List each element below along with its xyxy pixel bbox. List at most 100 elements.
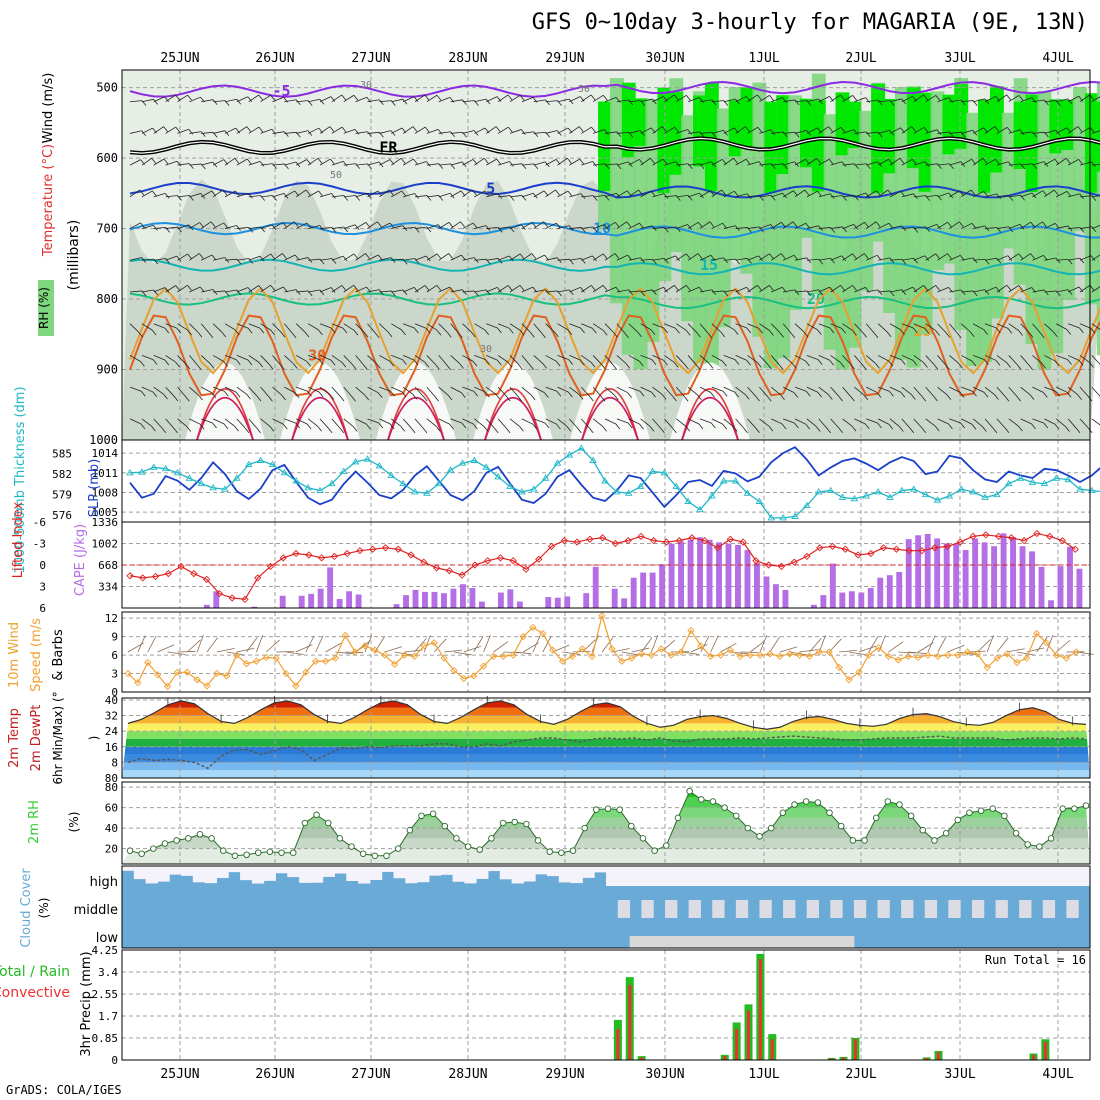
wind-barb [296, 100, 309, 103]
wind-barb-flag [236, 225, 241, 231]
rh2m-marker [814, 799, 822, 806]
wind-barb-flag [660, 427, 665, 434]
wind-barb [1056, 225, 1069, 229]
wind-barb [889, 289, 902, 293]
cape-bar [393, 604, 400, 608]
rh2m-marker [464, 843, 472, 850]
wind-barb-flag [472, 189, 477, 196]
wind-barb-flag [187, 94, 192, 101]
rh-legend-swatch [38, 280, 54, 336]
rh-contour-label: 30 [480, 344, 492, 355]
wind10-marker [460, 674, 468, 683]
cape-bar [839, 592, 846, 608]
wind-barb [996, 418, 1006, 429]
wind-barb [462, 355, 474, 362]
cloud-units-label: (%) [37, 898, 51, 919]
wind-barb [355, 418, 367, 425]
cloud-middle [948, 900, 961, 918]
wind-barb [343, 323, 355, 331]
wind-barb [129, 355, 141, 362]
wind-barb-flag [342, 161, 348, 167]
wind-barb-flag [1067, 98, 1073, 105]
wind-barb [296, 189, 307, 198]
wind-barb-flag [851, 425, 857, 432]
wind-barb [248, 323, 261, 329]
wind-barb [331, 255, 344, 261]
thickness-marker [268, 460, 277, 468]
wind-barb [676, 224, 688, 229]
wind-barb [272, 193, 285, 198]
wind-barb [783, 99, 796, 103]
wind-barb [462, 189, 473, 198]
wind-barb [699, 131, 712, 134]
wind-barb-flag [983, 329, 988, 335]
wind-barb-flag [1004, 427, 1010, 434]
wind-barb [592, 386, 602, 397]
thickness-marker [1004, 479, 1013, 487]
thickness-marker [244, 460, 253, 468]
wind-barb-flag [663, 327, 669, 334]
minmax-axis-label: 6hr Min/Max) (° [51, 691, 65, 784]
wind-barb [1044, 418, 1056, 425]
wind10-barb [295, 644, 313, 653]
wind-barb-flag [259, 161, 265, 167]
wind-barb [664, 94, 675, 103]
rh2m-marker [779, 809, 787, 817]
wind-barb [652, 418, 661, 429]
wind-barb [794, 129, 807, 134]
wind-barb-flag [698, 423, 704, 430]
wind-barb [818, 96, 830, 103]
isotherm-hot [681, 396, 739, 441]
wind-barb [438, 286, 450, 293]
wind-barb [379, 257, 392, 261]
wind-barb-flag [995, 327, 1001, 334]
wind10-marker [529, 623, 537, 632]
wind-barb-flag [650, 190, 656, 197]
precip-tick-label: 3.4 [98, 966, 118, 979]
wind-barb [664, 418, 673, 429]
rh-band-saturated [704, 83, 719, 192]
temp-band [122, 738, 1090, 747]
wind-barb-flag [770, 195, 776, 201]
wind-barb [901, 286, 914, 293]
cloud-high [794, 866, 808, 886]
wind-barb-flag [270, 329, 276, 336]
wind-barb-flag [327, 427, 333, 434]
wind-barb-flag [330, 287, 336, 293]
wind-barb [260, 224, 273, 229]
wind-barb-flag [377, 254, 383, 261]
li-tick-label: -6 [33, 516, 46, 529]
wind-barb-flag [746, 359, 751, 366]
thickness-marker [434, 479, 443, 487]
wind10-marker [321, 657, 330, 665]
wind-barb-flag [425, 255, 431, 262]
rh-band-90 [894, 86, 909, 360]
wind-barb [913, 418, 923, 429]
rh2m-units-label: (%) [67, 812, 81, 833]
cape-bar [1010, 537, 1016, 608]
wind-barb [889, 386, 902, 393]
wind-barb [533, 131, 546, 134]
wind-barb [581, 255, 593, 261]
wind-barb [474, 225, 487, 229]
wind-barb [1091, 96, 1100, 103]
date-label-top: 25JUN [160, 51, 199, 66]
wind-barb-flag [840, 285, 845, 291]
cloud-high [216, 866, 229, 879]
wind-barb [569, 126, 580, 134]
wind-barb [652, 158, 664, 166]
wind-barb-flag [175, 126, 181, 133]
wind-barb-flag [446, 364, 451, 370]
wind10-marker [371, 646, 379, 654]
wind-barb [889, 190, 901, 198]
wind-barb-flag [613, 394, 619, 401]
wind-barb [391, 355, 403, 361]
wind10-barb [374, 636, 385, 653]
wind-barb-flag [923, 94, 928, 101]
wind-barb [664, 386, 673, 397]
wind-barb [569, 193, 582, 198]
cloud-high [936, 866, 949, 886]
wind-barb-flag [247, 96, 253, 102]
wind-barb [806, 323, 818, 330]
wind-barb [699, 221, 711, 229]
